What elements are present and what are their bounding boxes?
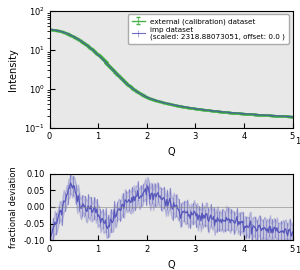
Text: 1e9: 1e9	[295, 137, 300, 146]
Y-axis label: Intensity: Intensity	[8, 48, 18, 91]
Legend: external (calibration) dataset, imp dataset
(scaled: 2318.88073051, offset: 0.0 : external (calibration) dataset, imp data…	[128, 14, 289, 44]
Text: 1e9: 1e9	[295, 246, 300, 255]
Y-axis label: fractional deviation: fractional deviation	[9, 166, 18, 248]
X-axis label: Q: Q	[167, 147, 175, 157]
X-axis label: Q: Q	[167, 260, 175, 270]
